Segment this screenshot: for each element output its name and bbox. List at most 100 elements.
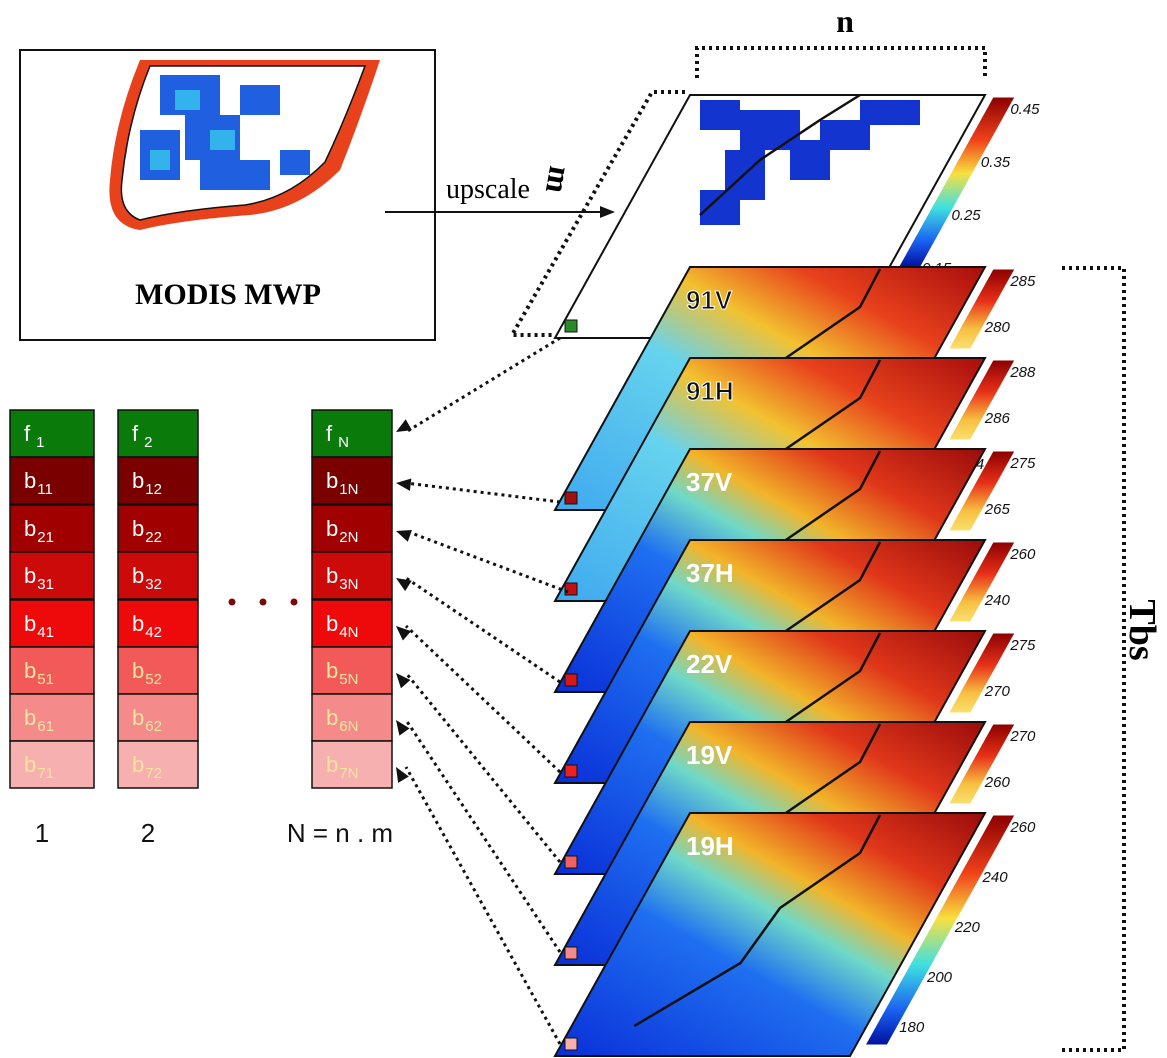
cell-symbol: b bbox=[132, 468, 144, 493]
arrowhead bbox=[396, 767, 409, 783]
cell-subscript: 11 bbox=[37, 481, 53, 498]
cell-subscript: 1N bbox=[339, 481, 358, 498]
colorbar-tick-label: 285 bbox=[1009, 273, 1036, 290]
diagram: MODIS MWP upscale n m Tbs 0.450.350.250.… bbox=[0, 0, 1167, 1058]
cell-subscript: 41 bbox=[37, 624, 54, 641]
cell-symbol: b bbox=[24, 516, 36, 541]
cell-subscript: 72 bbox=[145, 765, 162, 782]
upscale-label: upscale bbox=[446, 174, 530, 205]
cell-subscript: 2N bbox=[339, 529, 358, 546]
colorbar-tick-label: 270 bbox=[1009, 728, 1036, 745]
colorbar-tick-label: 260 bbox=[1009, 819, 1036, 836]
layer-label: 19V bbox=[686, 740, 733, 770]
cell-subscript: 31 bbox=[37, 576, 54, 593]
pixel-marker bbox=[565, 583, 577, 595]
pixel-marker bbox=[565, 674, 577, 686]
layer-label: 22V bbox=[686, 649, 733, 679]
colorbar-tick-label: 275 bbox=[1009, 637, 1036, 654]
colorbar-tick-label: 260 bbox=[1009, 546, 1036, 563]
cell-subscript: 1 bbox=[36, 434, 44, 451]
arrowhead bbox=[396, 530, 412, 542]
layer-label: 19H bbox=[686, 831, 734, 861]
cell-symbol: b bbox=[326, 658, 338, 683]
cell-subscript: 12 bbox=[145, 481, 162, 498]
cell-symbol: f bbox=[326, 421, 333, 446]
colorbar-tick-label: 288 bbox=[1009, 364, 1036, 381]
dotted-arrow bbox=[406, 338, 560, 432]
cell-symbol: b bbox=[132, 752, 144, 777]
layer-label: 91H bbox=[686, 376, 734, 406]
cell-symbol: b bbox=[24, 705, 36, 730]
layer-label: 37H bbox=[686, 558, 734, 588]
pixel-marker bbox=[565, 320, 577, 332]
colorbar-tick-label: 200 bbox=[926, 969, 953, 986]
upscaled-water-pixels bbox=[700, 100, 740, 130]
cell-subscript: 21 bbox=[37, 529, 54, 546]
tbs-label: Tbs bbox=[1121, 599, 1163, 660]
upscaled-water-pixels bbox=[860, 100, 920, 125]
pixel-marker bbox=[565, 492, 577, 504]
pixel-marker bbox=[565, 1038, 577, 1050]
cell-subscript: 51 bbox=[37, 671, 54, 688]
modis-title: MODIS MWP bbox=[135, 278, 321, 311]
colorbar-tick-label: 265 bbox=[984, 501, 1011, 518]
cell-symbol: b bbox=[326, 705, 338, 730]
layer-label: 37V bbox=[686, 467, 733, 497]
feature-cell bbox=[10, 410, 94, 457]
pixel-marker bbox=[565, 947, 577, 959]
cell-symbol: b bbox=[326, 752, 338, 777]
cell-symbol: b bbox=[326, 468, 338, 493]
cell-subscript: 4N bbox=[339, 624, 358, 641]
arrowhead bbox=[396, 479, 411, 491]
m-label: m bbox=[539, 164, 579, 197]
layer-label: 91V bbox=[686, 285, 733, 315]
upscale-arrowhead bbox=[600, 206, 615, 218]
dotted-arrow bbox=[406, 531, 568, 592]
colorbar-tick-label: 280 bbox=[984, 319, 1011, 336]
feature-cell bbox=[312, 410, 392, 457]
colorbar-tick-label: 270 bbox=[984, 683, 1011, 700]
dotted-arrow bbox=[406, 767, 560, 1044]
cell-symbol: b bbox=[24, 752, 36, 777]
cell-symbol: b bbox=[132, 705, 144, 730]
feature-cell bbox=[118, 410, 198, 457]
cell-subscript: 71 bbox=[37, 765, 54, 782]
cell-subscript: 22 bbox=[145, 529, 162, 546]
cell-subscript: 42 bbox=[145, 624, 162, 641]
pixel-marker bbox=[565, 765, 577, 777]
colorbar-tick-label: 220 bbox=[954, 919, 981, 936]
dotted-arrow bbox=[406, 720, 560, 952]
cell-symbol: b bbox=[132, 563, 144, 588]
colorbar-tick-label: 275 bbox=[1009, 455, 1036, 472]
arrowhead bbox=[396, 578, 412, 591]
colorbar-tick-label: 0.45 bbox=[1010, 101, 1040, 118]
cell-symbol: b bbox=[132, 611, 144, 636]
pixel-marker bbox=[565, 856, 577, 868]
cell-symbol: b bbox=[326, 516, 338, 541]
column-index: 2 bbox=[141, 818, 155, 848]
colorbar-tick-label: 260 bbox=[984, 774, 1011, 791]
n-bracket bbox=[697, 48, 985, 78]
cell-subscript: 61 bbox=[37, 718, 54, 735]
cell-symbol: b bbox=[326, 563, 338, 588]
cell-symbol: b bbox=[24, 468, 36, 493]
cell-subscript: 7N bbox=[339, 765, 358, 782]
cell-subscript: 62 bbox=[145, 718, 162, 735]
cell-symbol: b bbox=[326, 611, 338, 636]
cell-subscript: 6N bbox=[339, 718, 358, 735]
cell-subscript: N bbox=[338, 434, 349, 451]
cell-subscript: 52 bbox=[145, 671, 162, 688]
colorbar-tick-label: 286 bbox=[984, 410, 1011, 427]
colorbar-tick-label: 180 bbox=[899, 1019, 925, 1036]
cell-subscript: 5N bbox=[339, 671, 358, 688]
column-index: N = n . m bbox=[287, 818, 393, 848]
dotted-arrow bbox=[406, 626, 560, 772]
cell-symbol: b bbox=[132, 516, 144, 541]
cell-symbol: b bbox=[24, 611, 36, 636]
colorbar-tick-label: 0.25 bbox=[951, 207, 981, 224]
dotted-arrow bbox=[406, 578, 560, 682]
colorbar-tick-label: 0.35 bbox=[981, 154, 1011, 171]
arrowhead bbox=[396, 626, 411, 640]
cell-symbol: b bbox=[132, 658, 144, 683]
dotted-arrow bbox=[406, 483, 560, 502]
